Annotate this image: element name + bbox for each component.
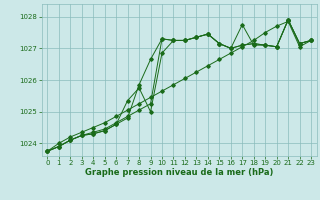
X-axis label: Graphe pression niveau de la mer (hPa): Graphe pression niveau de la mer (hPa) bbox=[85, 168, 273, 177]
